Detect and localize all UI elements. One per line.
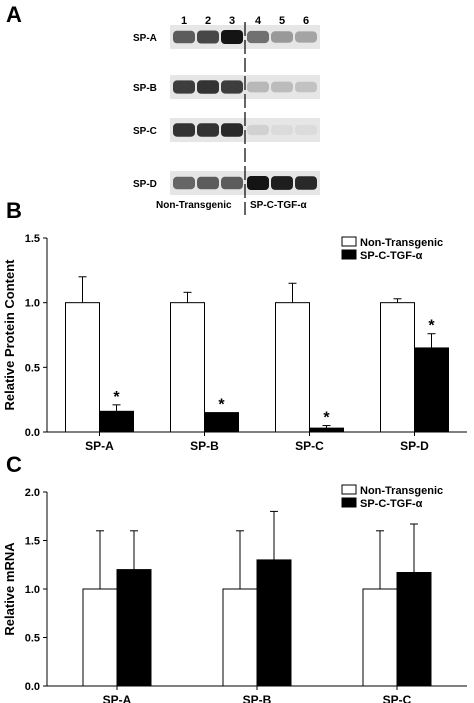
x-tick-label: SP-A bbox=[103, 693, 132, 703]
panel-label-b: B bbox=[6, 198, 22, 223]
x-tick-label: SP-A bbox=[85, 439, 114, 452]
group-label-transgenic: SP-C-TGF-α bbox=[250, 200, 308, 211]
panel-label-a: A bbox=[6, 2, 22, 27]
blot-band bbox=[221, 123, 243, 137]
blot-row-label: SP-A bbox=[133, 33, 157, 44]
y-tick-label: 0.5 bbox=[25, 633, 40, 645]
bar-non-transgenic bbox=[170, 302, 205, 433]
blot-band bbox=[295, 176, 317, 190]
x-tick-label: SP-B bbox=[190, 439, 219, 452]
y-tick-label: 1.5 bbox=[25, 536, 40, 548]
blot-band bbox=[247, 81, 269, 93]
y-tick-label: 0.0 bbox=[25, 427, 40, 439]
blot-band bbox=[197, 123, 219, 137]
blot-band bbox=[271, 176, 293, 190]
blot-band bbox=[221, 80, 243, 94]
bar-transgenic bbox=[116, 569, 152, 687]
bar-non-transgenic bbox=[222, 588, 258, 687]
blot-band bbox=[271, 31, 293, 43]
blot-band bbox=[197, 30, 219, 44]
y-axis-label: Relative mRNA bbox=[2, 542, 17, 636]
blot-row-label: SP-B bbox=[133, 83, 157, 94]
significance-marker: * bbox=[428, 318, 435, 335]
lane-number: 4 bbox=[255, 15, 262, 27]
lane-number: 5 bbox=[279, 15, 285, 27]
y-tick-label: 0.5 bbox=[25, 362, 40, 374]
bar-transgenic bbox=[204, 412, 239, 433]
protein-content-chart: 0.0 0.5 1.0 1.5 Relative Protein Content * SP-… bbox=[2, 233, 467, 452]
legend-entry: Non-Transgenic bbox=[360, 237, 443, 249]
blot-band bbox=[295, 31, 317, 43]
blot-band bbox=[295, 81, 317, 93]
x-tick-label: SP-D bbox=[400, 439, 429, 452]
blot-band bbox=[247, 124, 269, 136]
blot-band bbox=[197, 176, 219, 190]
bar-non-transgenic bbox=[380, 302, 415, 433]
blot-band bbox=[173, 80, 195, 94]
significance-marker: * bbox=[113, 389, 120, 406]
bar-non-transgenic bbox=[65, 302, 100, 433]
blot-band bbox=[173, 176, 195, 190]
legend-entry: Non-Transgenic bbox=[360, 485, 443, 497]
bar-non-transgenic bbox=[82, 588, 118, 687]
panel-label-c: C bbox=[6, 452, 22, 477]
y-tick-label: 2.0 bbox=[25, 487, 40, 499]
lane-number: 3 bbox=[229, 15, 235, 27]
mrna-chart: 0.0 0.5 1.0 1.5 2.0 Relative mRNA SP-A SP-B SP-C… bbox=[2, 484, 467, 703]
bar-transgenic bbox=[256, 559, 292, 687]
bar-non-transgenic bbox=[362, 588, 398, 687]
legend-entry: SP-C-TGF-α bbox=[360, 498, 423, 510]
lane-number: 6 bbox=[303, 15, 309, 27]
bar-transgenic bbox=[414, 347, 449, 433]
blot-band bbox=[221, 176, 243, 190]
y-tick-label: 1.0 bbox=[25, 298, 40, 310]
y-tick-label: 0.0 bbox=[25, 681, 40, 693]
x-tick-label: SP-B bbox=[243, 693, 272, 703]
blot-band bbox=[247, 30, 269, 44]
legend-swatch bbox=[341, 249, 357, 260]
y-tick-label: 1.0 bbox=[25, 584, 40, 596]
bar-transgenic bbox=[309, 427, 344, 433]
blot-band bbox=[271, 81, 293, 93]
blot-band bbox=[247, 176, 269, 190]
significance-marker: * bbox=[323, 410, 330, 427]
y-tick-label: 1.5 bbox=[25, 233, 40, 245]
lane-number: 1 bbox=[181, 15, 187, 27]
blot-band bbox=[271, 124, 293, 136]
blot-band bbox=[295, 124, 317, 136]
western-blot: 1 2 3 4 5 6 SP-A SP-B SP-C SP-D Non-Transgenic SP-C… bbox=[133, 15, 320, 215]
bar-transgenic bbox=[99, 410, 134, 433]
legend-swatch bbox=[341, 497, 357, 508]
legend-entry: SP-C-TGF-α bbox=[360, 250, 423, 262]
x-tick-label: SP-C bbox=[295, 439, 324, 452]
legend-swatch bbox=[341, 484, 357, 495]
y-axis-label: Relative Protein Content bbox=[2, 259, 17, 411]
significance-marker: * bbox=[218, 397, 225, 414]
blot-row-label: SP-C bbox=[133, 126, 157, 137]
blot-row-label: SP-D bbox=[133, 179, 157, 190]
legend-swatch bbox=[341, 236, 357, 247]
bar-transgenic bbox=[396, 572, 432, 687]
bar-non-transgenic bbox=[275, 302, 310, 433]
lane-number: 2 bbox=[205, 15, 211, 27]
blot-band bbox=[221, 30, 243, 44]
group-label-non-transgenic: Non-Transgenic bbox=[156, 200, 232, 211]
blot-band bbox=[197, 80, 219, 94]
x-tick-label: SP-C bbox=[383, 693, 412, 703]
blot-band bbox=[173, 30, 195, 44]
blot-band bbox=[173, 123, 195, 137]
